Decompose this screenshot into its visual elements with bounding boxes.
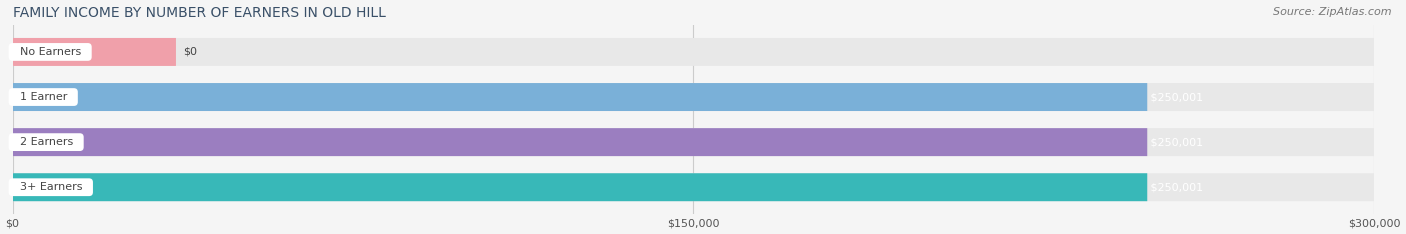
Text: 2 Earners: 2 Earners (13, 137, 80, 147)
Text: $250,001: $250,001 (1147, 137, 1204, 147)
Text: $0: $0 (183, 47, 197, 57)
FancyBboxPatch shape (13, 128, 1147, 156)
Text: 3+ Earners: 3+ Earners (13, 182, 89, 192)
FancyBboxPatch shape (13, 38, 176, 66)
FancyBboxPatch shape (13, 128, 1374, 156)
Text: 1 Earner: 1 Earner (13, 92, 75, 102)
Text: No Earners: No Earners (13, 47, 87, 57)
FancyBboxPatch shape (13, 173, 1374, 201)
Text: FAMILY INCOME BY NUMBER OF EARNERS IN OLD HILL: FAMILY INCOME BY NUMBER OF EARNERS IN OL… (13, 6, 385, 20)
FancyBboxPatch shape (13, 173, 1147, 201)
FancyBboxPatch shape (13, 83, 1374, 111)
FancyBboxPatch shape (13, 83, 1147, 111)
Text: Source: ZipAtlas.com: Source: ZipAtlas.com (1274, 7, 1392, 17)
Text: $250,001: $250,001 (1147, 92, 1204, 102)
Text: $250,001: $250,001 (1147, 182, 1204, 192)
FancyBboxPatch shape (13, 38, 1374, 66)
